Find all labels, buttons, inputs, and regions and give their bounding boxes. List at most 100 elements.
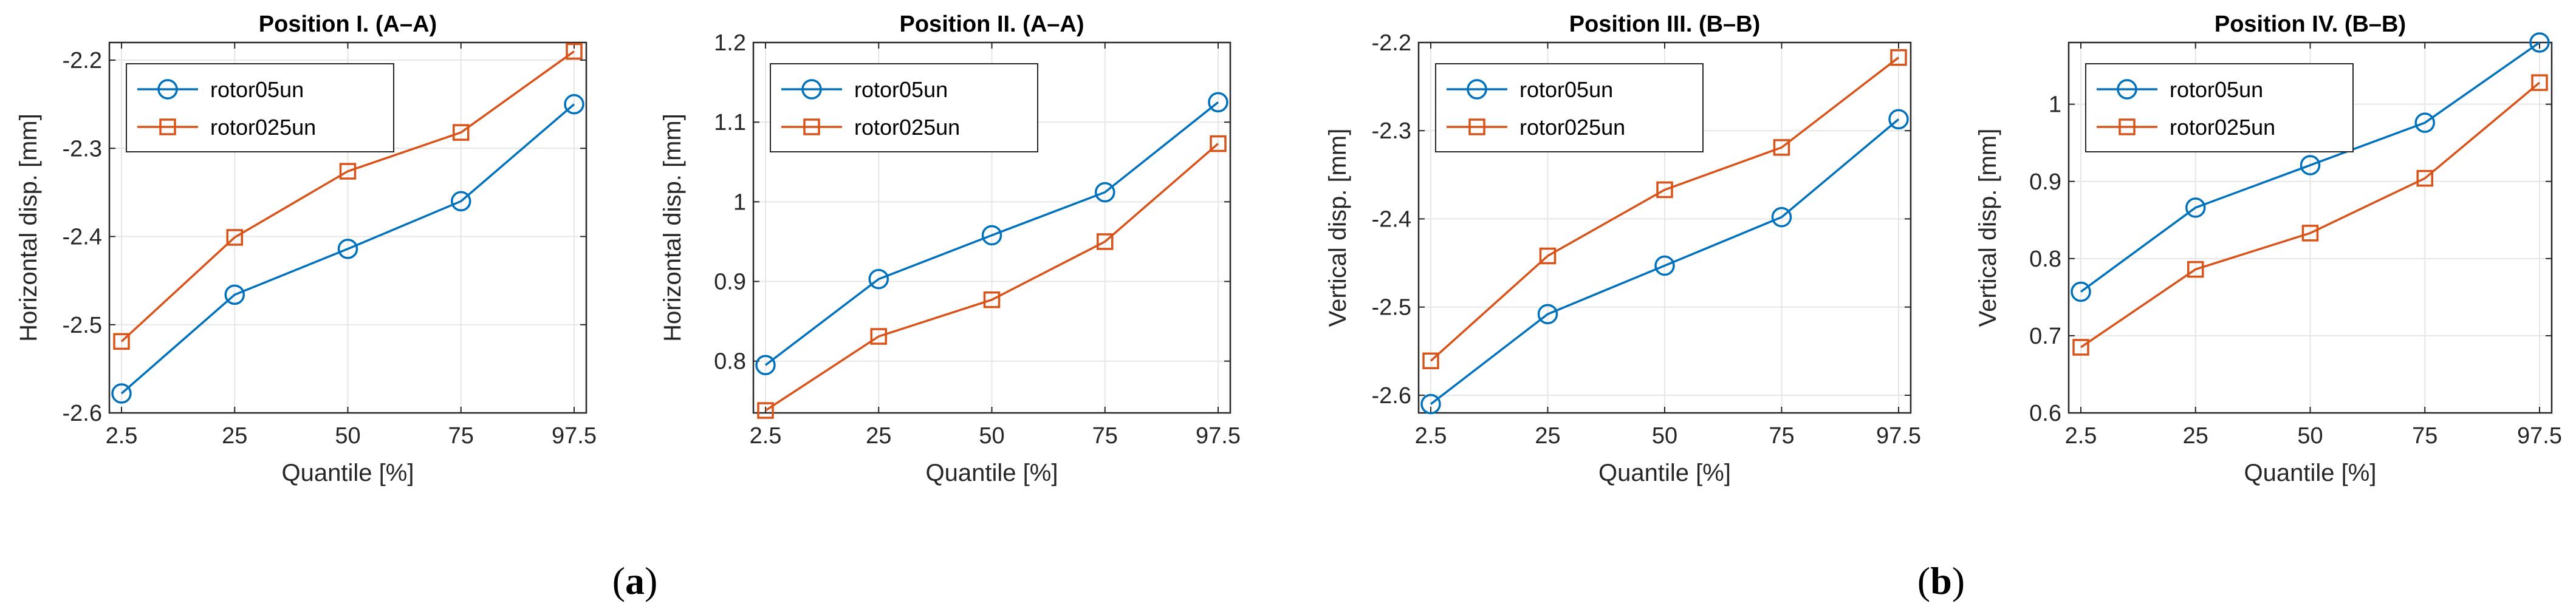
chart-1-series-1-point-2: [337, 239, 358, 259]
panel-label-b: (b): [1917, 559, 1965, 602]
chart-2-legend-box: [770, 63, 1038, 152]
chart-1-ytick-label-2: -2.4: [63, 225, 102, 250]
chart-2-ytick-label-1: 0.9: [714, 270, 746, 295]
chart-2-xtick-label-3: 75: [1092, 423, 1118, 449]
chart-1-ytick-label-3: -2.3: [63, 136, 102, 162]
chart-2-series-1-point-1: [868, 268, 889, 290]
chart-3-series-1-point-3: [1771, 206, 1792, 228]
chart-1-ytick-label-0: -2.6: [63, 401, 102, 426]
chart-1-series-1-line: [120, 103, 575, 395]
chart-1-xtick-label-0: 2.5: [106, 423, 138, 449]
chart-4-legend-label-1: rotor05un: [2170, 77, 2263, 102]
chart-2-ytick-label-4: 1.2: [714, 30, 746, 56]
chart-4-legend-marker-1: [2117, 79, 2137, 100]
chart-4: 2.5 25 50 75 97.5 0.6 0.7 0.8 0.9 1 Position IV. (…: [1975, 12, 2562, 486]
chart-4-series-2-point-4: [2531, 74, 2548, 91]
chart-3-legend: rotor05un rotor025un: [1435, 63, 1704, 152]
chart-4-legend: rotor05un rotor025un: [2085, 63, 2354, 152]
chart-3-ytick-label-4: -2.2: [1372, 30, 1411, 56]
chart-1-series-2: [113, 43, 583, 350]
chart-2-series-1-point-3: [1095, 182, 1115, 203]
chart-1-legend-marker-1: [157, 79, 178, 100]
chart-3-series-2: [1422, 49, 1907, 370]
chart-3-ytick-label-0: -2.6: [1372, 383, 1411, 409]
chart-2-series-1-line: [764, 101, 1219, 366]
chart-1-xlabel: Quantile [%]: [282, 460, 414, 486]
chart-4-legend-label-2: rotor025un: [2170, 115, 2275, 140]
chart-4-legend-box: [2085, 63, 2354, 152]
chart-3-legend-label-2: rotor025un: [1519, 115, 1625, 140]
chart-2-series-2-point-3: [1097, 233, 1114, 250]
chart-1-series-1-point-0: [111, 383, 132, 404]
chart-1-series-1-point-1: [224, 284, 245, 305]
chart-1-series-1-point-4: [564, 94, 584, 115]
chart-4-xlabel: Quantile [%]: [2244, 460, 2377, 486]
chart-3-ytick-label-3: -2.3: [1372, 118, 1411, 144]
chart-1-series-1: [111, 94, 584, 404]
chart-3-xtick-label-4: 97.5: [1876, 423, 1921, 449]
chart-1-series-2-point-4: [566, 43, 583, 60]
chart-2-series-2-point-0: [757, 402, 774, 419]
chart-3-legend-label-1: rotor05un: [1519, 77, 1613, 102]
chart-2-ytick-label-3: 1.1: [714, 110, 746, 135]
chart-1-series-1-point-3: [451, 191, 471, 212]
chart-2-legend: rotor05un rotor025un: [770, 63, 1038, 152]
chart-2-series-1: [755, 92, 1228, 376]
chart-1-title: Position I. (A–A): [259, 12, 437, 37]
chart-1-ytick-label-4: -2.2: [63, 48, 102, 73]
chart-2-xtick-label-2: 50: [979, 423, 1004, 449]
chart-1-legend-label-2: rotor025un: [210, 115, 316, 140]
chart-2-series-2: [757, 135, 1227, 419]
chart-2-title: Position II. (A–A): [900, 12, 1084, 37]
chart-4-xtick-label-1: 25: [2183, 423, 2208, 449]
chart-3-series-1-point-0: [1420, 393, 1441, 415]
chart-3-xlabel: Quantile [%]: [1598, 460, 1731, 486]
chart-1-series-2-point-3: [453, 124, 470, 141]
chart-3-series-1: [1420, 109, 1909, 415]
chart-1-xtick-label-4: 97.5: [552, 423, 597, 449]
chart-2: 2.5 25 50 75 97.5 0.8 0.9 1 1.1 1.2 Position II. (…: [659, 12, 1241, 486]
panel-label-b-close: ): [1952, 559, 1965, 602]
chart-4-legend-marker-2: [2119, 118, 2136, 135]
chart-4-series-1-point-3: [2414, 112, 2435, 133]
chart-4-series-2-point-0: [2072, 339, 2089, 356]
chart-4-series-2-point-3: [2416, 169, 2433, 187]
panel-label-b-letter: b: [1930, 559, 1952, 602]
chart-3-ytick-label-2: -2.4: [1372, 206, 1411, 232]
chart-4-xtick-label-0: 2.5: [2065, 423, 2097, 449]
panel-label-a-letter: a: [625, 559, 645, 602]
chart-2-series-1-point-4: [1208, 92, 1228, 113]
chart-2-series-1-point-0: [755, 355, 776, 376]
chart-1-series-2-point-1: [226, 229, 243, 246]
chart-3-legend-marker-1: [1467, 79, 1487, 100]
chart-3-ylabel: Vertical disp. [mm]: [1324, 129, 1351, 327]
chart-3-legend-box: [1435, 63, 1704, 152]
chart-2-series-1-point-2: [981, 225, 1002, 246]
chart-2-xtick-label-1: 25: [866, 423, 891, 449]
chart-2-legend-label-2: rotor025un: [854, 115, 960, 140]
chart-2-ylabel: Horizontal disp. [mm]: [659, 114, 686, 342]
chart-2-series-2-point-2: [983, 291, 1001, 308]
chart-4-title: Position IV. (B–B): [2215, 12, 2406, 37]
chart-4-ylabel: Vertical disp. [mm]: [1975, 129, 2001, 327]
chart-4-ytick-label-2: 0.8: [2029, 247, 2061, 272]
chart-3-title: Position III. (B–B): [1569, 12, 1761, 37]
chart-4-ytick-label-4: 1: [2049, 92, 2061, 118]
chart-3-xtick-label-0: 2.5: [1415, 423, 1447, 449]
chart-3-series-2-point-2: [1656, 181, 1673, 199]
chart-1-legend-marker-2: [159, 118, 176, 135]
chart-1-legend-label-1: rotor05un: [210, 77, 304, 102]
chart-4-series-1-line: [2080, 41, 2541, 293]
chart-3-series-2-point-4: [1890, 49, 1907, 66]
panel-label-b-open: (: [1917, 559, 1930, 602]
chart-3-xtick-label-2: 50: [1652, 423, 1677, 449]
chart-1-series-2-line: [120, 50, 575, 342]
chart-2-xlabel: Quantile [%]: [926, 460, 1058, 486]
chart-2-xtick-label-0: 2.5: [750, 423, 782, 449]
chart-2-ytick-label-0: 0.8: [714, 349, 746, 375]
chart-3-series-1-line: [1430, 118, 1900, 405]
chart-3-series-2-point-3: [1773, 139, 1790, 156]
chart-3-xtick-label-1: 25: [1535, 423, 1560, 449]
chart-1-ytick-label-1: -2.5: [63, 313, 102, 338]
